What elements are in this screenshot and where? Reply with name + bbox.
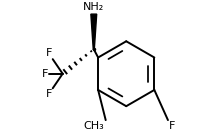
Polygon shape (91, 14, 97, 49)
Text: F: F (46, 89, 52, 99)
Text: F: F (169, 121, 175, 131)
Text: CH₃: CH₃ (84, 121, 104, 131)
Text: F: F (46, 48, 52, 59)
Text: F: F (42, 69, 48, 79)
Text: NH₂: NH₂ (83, 2, 104, 12)
